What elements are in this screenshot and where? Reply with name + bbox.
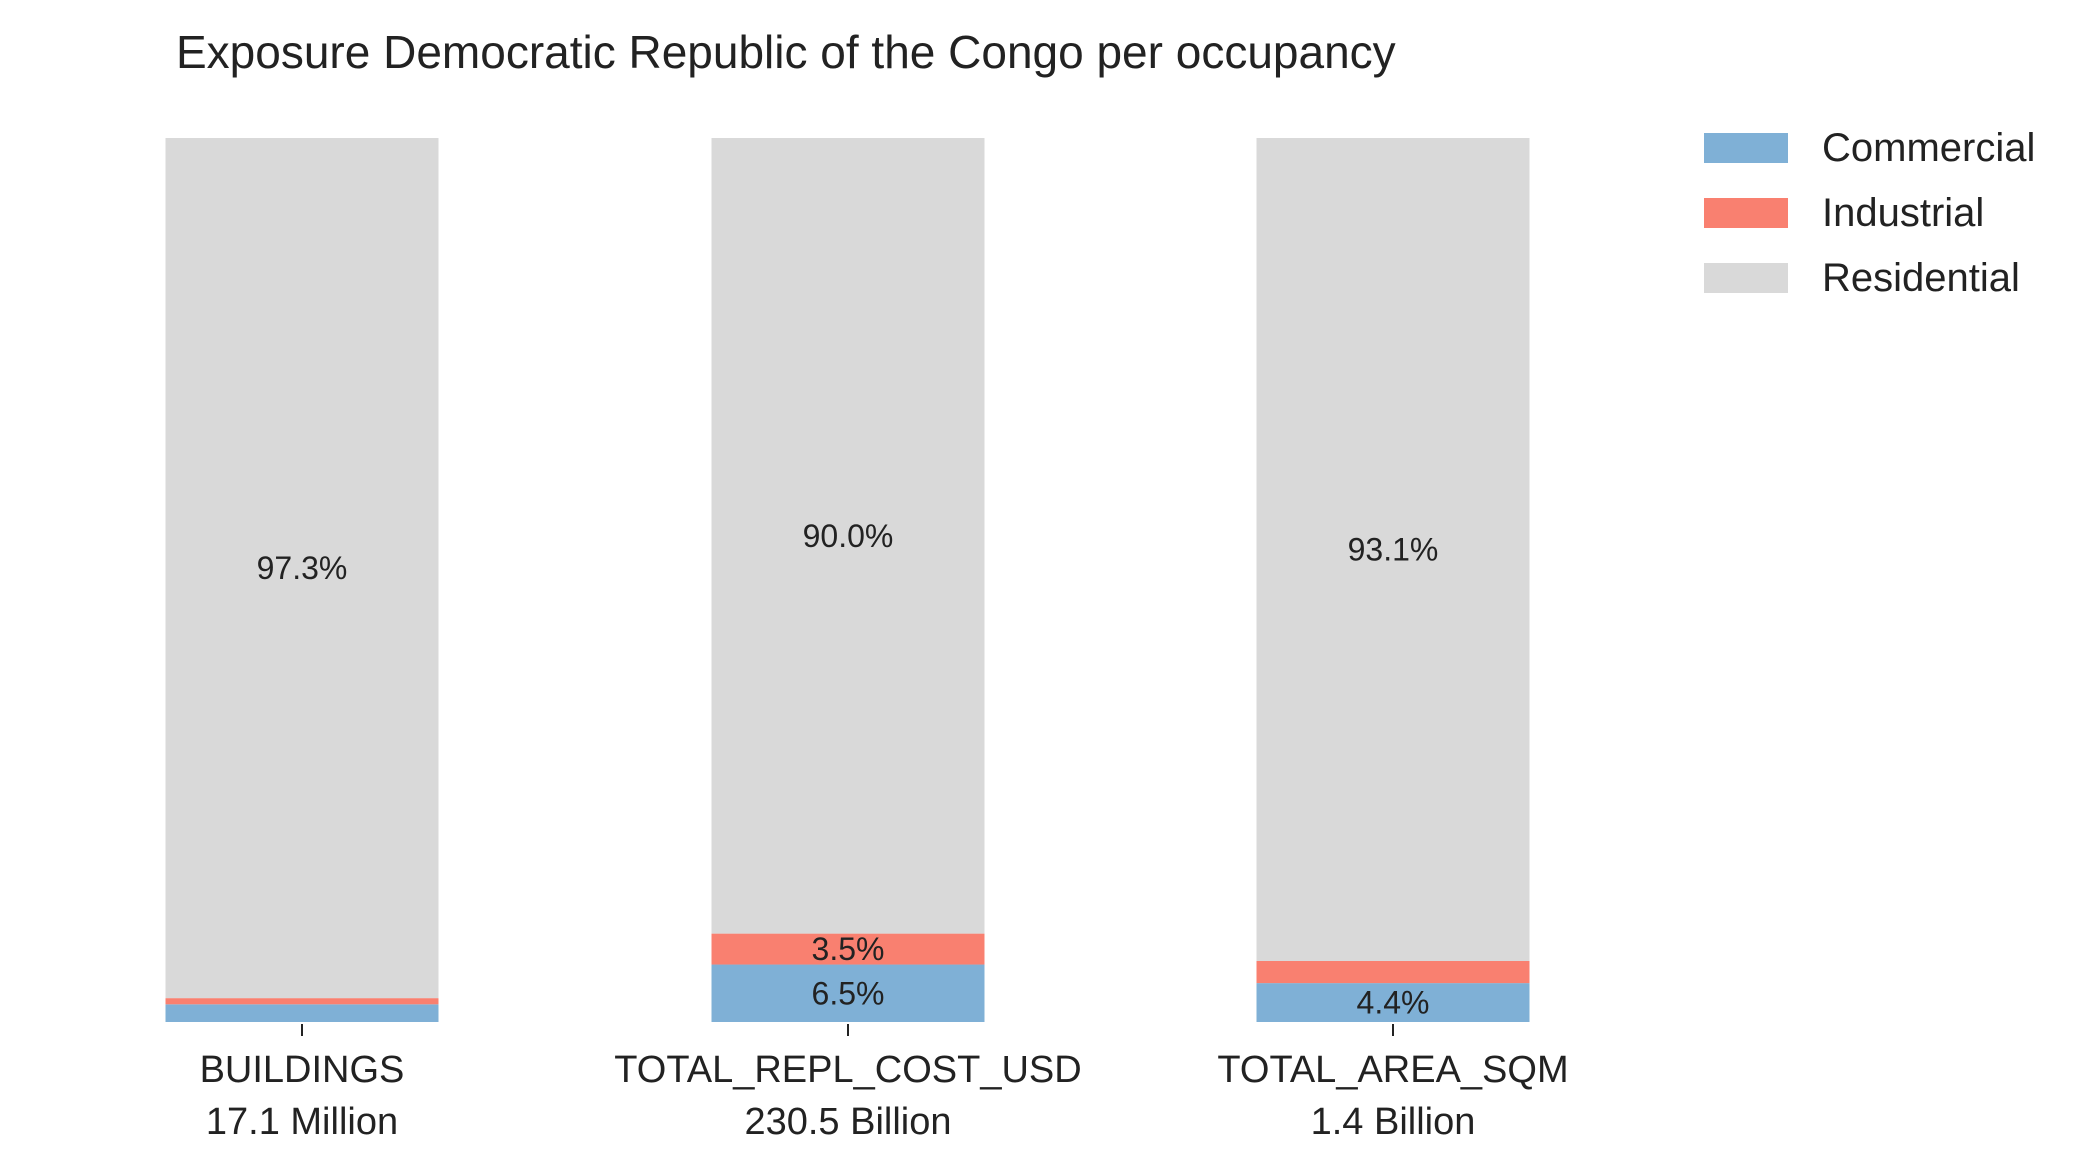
legend-label-industrial: Industrial (1822, 191, 1984, 235)
data-label-residential-2: 93.1% (1348, 532, 1439, 568)
bars-group (165, 138, 1530, 1022)
x-tick-label-2: TOTAL_AREA_SQM (1217, 1049, 1568, 1091)
data-label-residential-0: 97.3% (257, 550, 348, 586)
x-tick-total-0: 17.1 Million (206, 1101, 398, 1143)
legend-label-commercial: Commercial (1822, 126, 2035, 170)
data-label-industrial-1: 3.5% (812, 931, 885, 967)
data-label-residential-1: 90.0% (803, 518, 894, 554)
chart-title: Exposure Democratic Republic of the Cong… (176, 26, 1396, 78)
bar-segment-residential-2 (1256, 138, 1530, 962)
legend: Commercial Industrial Residential (1704, 126, 2035, 300)
legend-label-residential: Residential (1822, 256, 2020, 300)
x-axis: BUILDINGS 17.1 Million TOTAL_REPL_COST_USD… (200, 1024, 1569, 1143)
legend-swatch-residential (1704, 263, 1788, 293)
bar-segment-industrial-0 (165, 998, 439, 1005)
legend-swatch-commercial (1704, 133, 1788, 163)
x-tick-total-1: 230.5 Billion (744, 1101, 951, 1143)
x-tick-label-0: BUILDINGS (200, 1049, 405, 1091)
bar-segment-commercial-0 (165, 1004, 439, 1022)
data-labels-group: 97.3% 6.5% 3.5% 90.0% 4.4% 93.1% (257, 518, 1439, 1021)
bar-segment-industrial-1 (711, 933, 985, 965)
bar-segment-commercial-1 (711, 964, 985, 1022)
data-label-commercial-2: 4.4% (1357, 985, 1430, 1021)
legend-swatch-industrial (1704, 198, 1788, 228)
bar-segment-residential-0 (165, 138, 439, 999)
x-tick-total-2: 1.4 Billion (1311, 1101, 1476, 1143)
data-label-commercial-1: 6.5% (812, 975, 885, 1011)
bar-segment-industrial-2 (1256, 961, 1530, 984)
x-tick-label-1: TOTAL_REPL_COST_USD (614, 1049, 1081, 1091)
bar-segment-residential-1 (711, 138, 985, 934)
bar-segment-commercial-2 (1256, 983, 1530, 1022)
